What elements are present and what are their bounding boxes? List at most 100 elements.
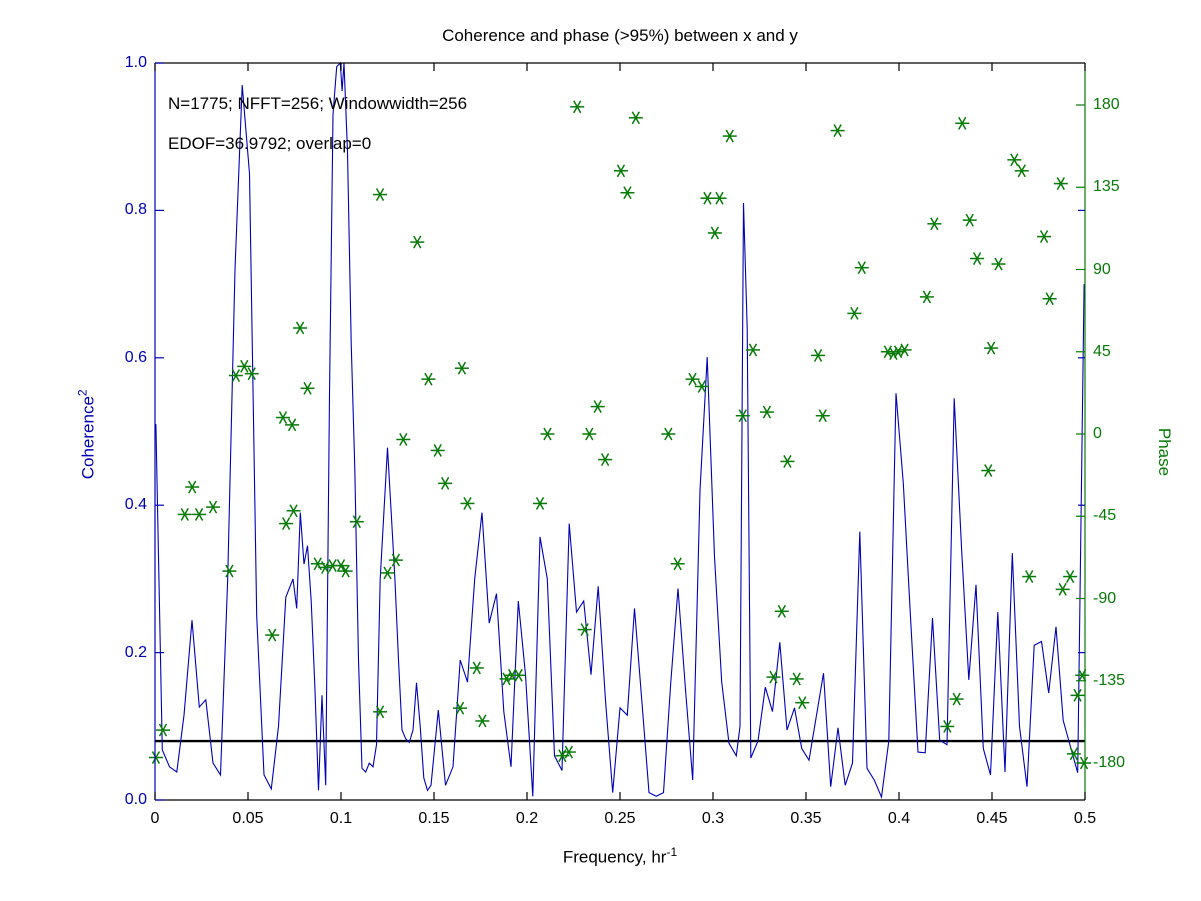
phase-asterisk-marker <box>410 235 425 249</box>
phase-asterisk-marker <box>759 405 774 419</box>
ytick-r-label: -180 <box>1093 754 1126 771</box>
phase-asterisk-marker <box>897 343 912 357</box>
phase-asterisk-marker <box>774 604 789 618</box>
phase-asterisk-marker <box>244 367 259 381</box>
ytick-l-label: 0.4 <box>124 496 147 514</box>
ytick-r-label: 90 <box>1093 260 1111 278</box>
phase-asterisk-marker <box>438 476 453 490</box>
phase-asterisk-marker <box>300 381 315 395</box>
phase-asterisk-marker <box>1014 164 1029 178</box>
y-axis-label-left: Coherence2 <box>75 389 98 480</box>
phase-asterisk-marker <box>955 116 970 130</box>
phase-asterisk-marker <box>694 380 709 393</box>
phase-asterisk-marker <box>334 559 348 573</box>
phase-asterisk-marker <box>540 427 555 441</box>
ytick-l-label: 0.2 <box>124 643 147 661</box>
phase-asterisk-marker <box>469 661 484 675</box>
annotation-edof: EDOF=36.9792; overlap=0 <box>168 134 372 153</box>
ytick-l-label: 0.8 <box>124 201 147 219</box>
phase-asterisk-marker <box>707 226 722 240</box>
xtick-label: 0.1 <box>329 810 353 827</box>
phase-asterisk-marker <box>1037 230 1052 244</box>
chart-title: Coherence and phase (>95%) between x and… <box>442 26 798 45</box>
phase-asterisk-marker <box>940 720 955 733</box>
phase-asterisk-marker <box>454 361 469 375</box>
phase-asterisk-marker <box>661 427 676 441</box>
ytick-r-label: -135 <box>1093 671 1126 689</box>
phase-asterisk-marker <box>949 692 964 706</box>
phase-asterisk-marker <box>745 343 760 357</box>
phase-asterisk-marker <box>582 427 597 441</box>
phase-asterisk-marker <box>620 186 635 200</box>
phase-asterisk-marker <box>1063 570 1078 584</box>
phase-asterisk-marker <box>293 321 308 335</box>
phase-asterisk-marker <box>349 515 364 529</box>
xtick-label: 0.15 <box>418 810 450 827</box>
phase-asterisk-marker <box>613 164 628 178</box>
phase-asterisk-marker <box>712 191 727 205</box>
phase-asterisk-marker <box>1053 177 1068 191</box>
annotation-nfft: N=1775; NFFT=256; Windowwidth=256 <box>168 94 468 113</box>
phase-asterisk-marker <box>453 701 468 715</box>
phase-asterisk-marker <box>628 111 643 125</box>
phase-asterisk-marker <box>511 668 526 682</box>
phase-asterisk-marker <box>285 418 300 432</box>
xtick-label: 0.2 <box>515 810 539 827</box>
phase-asterisk-marker <box>927 217 942 231</box>
xtick-label: 0.05 <box>232 810 264 827</box>
phase-asterisk-marker <box>421 372 436 386</box>
phase-asterisk-marker <box>991 257 1006 271</box>
phase-asterisk-marker <box>815 409 830 423</box>
phase-asterisk-marker <box>396 433 411 446</box>
phase-asterisk-marker <box>670 557 685 571</box>
phase-asterisk-marker <box>830 124 845 138</box>
xtick-label: 0.25 <box>604 810 636 827</box>
ytick-l-label: 1.0 <box>124 54 147 71</box>
phase-asterisk-marker <box>919 290 934 304</box>
phase-asterisk-marker <box>854 261 869 275</box>
ytick-r-label: 135 <box>1093 178 1120 196</box>
phase-asterisk-marker <box>1022 570 1037 584</box>
phase-asterisk-marker <box>722 129 737 143</box>
phase-asterisk-marker <box>318 560 333 574</box>
phase-asterisk-marker <box>1042 292 1057 306</box>
phase-asterisk-marker <box>598 453 613 467</box>
ytick-r-label: -45 <box>1093 507 1117 525</box>
phase-asterisk-marker <box>237 359 252 373</box>
xtick-label: 0.5 <box>1073 810 1097 827</box>
phase-asterisk-marker <box>177 507 192 521</box>
ytick-l-label: 0.6 <box>124 348 147 366</box>
ytick-r-label: 180 <box>1093 96 1120 113</box>
phase-asterisk-marker <box>373 705 388 719</box>
ytick-l-label: 0.0 <box>124 791 147 808</box>
phase-asterisk-marker <box>590 400 605 414</box>
phase-asterisk-marker <box>430 444 445 457</box>
phase-asterisk-marker <box>275 411 290 424</box>
phase-asterisk-marker <box>373 188 388 201</box>
phase-asterisk-marker <box>228 369 243 382</box>
phase-asterisk-marker <box>811 348 826 362</box>
phase-asterisk-marker <box>685 372 700 386</box>
phase-asterisk-marker <box>338 564 353 578</box>
phase-asterisk-marker <box>279 517 294 530</box>
phase-asterisk-marker <box>700 191 715 205</box>
xtick-label: 0.3 <box>701 810 725 827</box>
ytick-r-label: -90 <box>1093 589 1117 607</box>
phase-asterisk-marker <box>148 751 163 764</box>
phase-asterisk-marker <box>577 623 592 637</box>
phase-asterisk-marker <box>984 341 999 355</box>
phase-asterisk-marker <box>561 745 576 759</box>
xtick-label: 0.35 <box>790 810 822 827</box>
phase-asterisk-marker <box>265 628 280 642</box>
x-axis-label: Frequency, hr-1 <box>562 845 678 867</box>
phase-asterisk-marker <box>795 696 810 710</box>
coherence-line <box>155 61 1085 800</box>
phase-asterisk-marker <box>533 497 548 510</box>
phase-asterisk-marker <box>1007 153 1022 167</box>
xtick-label: 0 <box>150 810 160 827</box>
xtick-label: 0.45 <box>976 810 1008 827</box>
phase-asterisk-marker <box>1070 688 1085 702</box>
phase-asterisk-marker <box>192 507 207 521</box>
